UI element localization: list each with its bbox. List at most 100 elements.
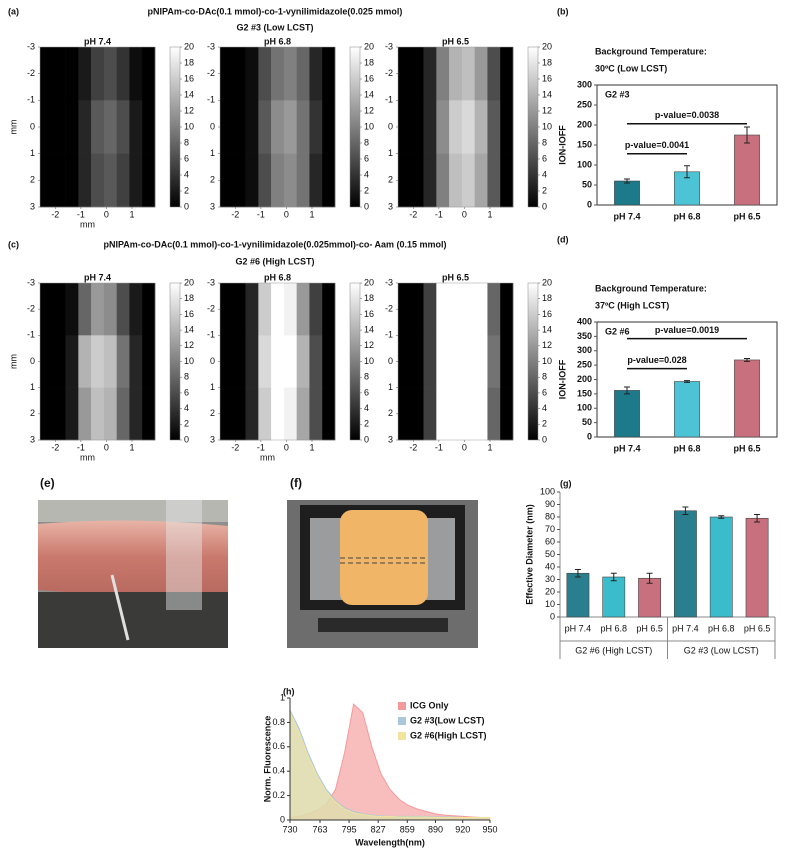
heat-cell [283,47,297,101]
y-tick-label: 0 [388,121,393,131]
heat-cell [309,153,323,208]
x-tick-label: 1 [487,442,492,452]
colorbar-tick-label: 12 [364,340,374,350]
heat-cell [322,47,336,101]
heat-cell [232,335,246,388]
heat-cell [103,153,117,208]
heat-cell [423,47,437,101]
heat-cell [78,47,92,101]
y-tick-label: -1 [207,95,215,105]
heat-cell [91,387,105,441]
colorbar-tick-label: 14 [184,324,194,334]
colorbar-tick-label: 12 [184,105,194,115]
heat-cell [116,283,130,336]
heat-cell [449,283,463,336]
colorbar-tick-label: 0 [542,434,547,444]
x-tick-label: pH 6.5 [744,623,771,633]
y-tick-label: 3 [210,201,215,211]
colorbar-tick-label: 18 [184,293,194,303]
heat-cell [40,47,54,101]
colorbar-tick-label: 4 [542,403,547,413]
y-tick-label: 0.6 [272,741,285,751]
needle [110,574,130,641]
colorbar-tick-label: 14 [364,324,374,334]
heat-cell [423,153,437,208]
colorbar [169,46,181,208]
heat-cell [142,283,156,336]
x-tick-label: 1 [309,209,314,219]
heat-cell [78,100,92,154]
x-tick-label: -1 [435,209,443,219]
x-tick-label: 920 [455,824,470,834]
y-axis-label: Norm. Fluorescence [262,716,272,803]
error-bar [744,358,750,362]
photo-shadow [38,592,228,648]
colorbar [527,46,539,208]
heat-cell [487,387,501,441]
y-tick-label: 150 [577,388,592,398]
colorbar-tick-label: 18 [364,293,374,303]
x-axis-label: mm [80,452,95,462]
heat-cell [52,47,66,101]
y-tick-label: 3 [30,201,35,211]
heat-cell [423,283,437,336]
heat-cell [461,153,475,208]
y-tick-label: 100 [540,486,555,496]
heat-cell [116,153,130,208]
heat-cell [232,47,246,101]
y-tick-label: 3 [30,434,35,444]
annotation: p-value=0.0041 [625,140,689,150]
y-tick-label: -2 [385,68,393,78]
y-tick-label: 1 [388,382,393,392]
heat-cell [410,387,424,441]
heat-cell [449,153,463,208]
heat-cell [296,335,310,388]
chart-title: pNIPAm-co-DAc(0.1 mmol)-co-1-vynilimidaz… [103,239,446,249]
heat-cell [449,387,463,441]
colorbar-tick-label: 8 [542,372,547,382]
heat-cell [52,335,66,388]
y-tick-label: -2 [207,304,215,314]
y-tick-label: 150 [577,139,592,149]
y-tick-label: 20 [545,586,555,596]
heat-cell [309,387,323,441]
y-tick-label: 0 [210,121,215,131]
y-tick-label: -1 [385,95,393,105]
heat-cell [500,387,514,441]
heat-cell [91,283,105,336]
inset-label: G2 #6 [605,326,630,336]
heat-cell [129,387,143,441]
colorbar-tick-label: 4 [364,169,369,179]
heat-cell [129,335,143,388]
heat-cell [78,153,92,208]
error-bar [624,386,630,395]
y-tick-label: -2 [27,68,35,78]
heat-cell [449,100,463,154]
heat-cell [78,283,92,336]
y-tick-label: 0 [550,611,555,621]
heat-cell [245,153,259,208]
x-tick-label: pH 7.4 [672,623,699,633]
legend-label: G2 #3(Low LCST) [410,715,485,725]
colorbar-tick-label: 2 [542,185,547,195]
y-tick-label: 50 [545,549,555,559]
heat-cell [142,100,156,154]
heat-cell [283,100,297,154]
y-tick-label: 0 [587,199,592,209]
x-tick-label: pH 6.5 [733,443,760,453]
y-tick-label: -3 [27,277,35,287]
colorbar-tick-label: 14 [184,89,194,99]
legend-swatch [398,717,406,725]
map-title: pH 6.8 [264,36,291,46]
heat-cell [423,100,437,154]
heat-cell [103,47,117,101]
colorbar-tick-label: 20 [542,41,552,51]
y-tick-label: 2 [30,175,35,185]
heat-cell [142,153,156,208]
photo-background [38,500,228,522]
heat-cell [245,283,259,336]
heat-cell [40,387,54,441]
heat-cell [142,335,156,388]
heat-cell [398,283,412,336]
x-tick-label: pH 6.8 [708,623,735,633]
